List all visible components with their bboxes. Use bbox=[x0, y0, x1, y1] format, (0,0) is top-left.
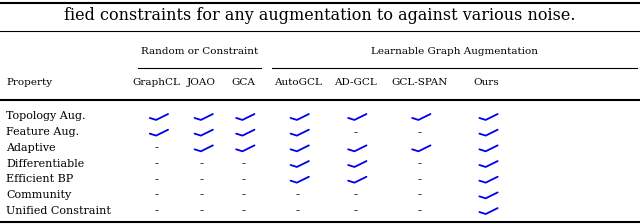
Text: -: - bbox=[417, 204, 421, 217]
Text: Topology Aug.: Topology Aug. bbox=[6, 112, 86, 121]
Text: -: - bbox=[155, 204, 159, 217]
Text: Random or Constraint: Random or Constraint bbox=[141, 47, 258, 56]
Text: JOAO: JOAO bbox=[187, 78, 216, 87]
Text: -: - bbox=[155, 173, 159, 186]
Text: Property: Property bbox=[6, 78, 52, 87]
Text: -: - bbox=[200, 204, 204, 217]
Text: Ours: Ours bbox=[474, 78, 499, 87]
Text: AD-GCL: AD-GCL bbox=[334, 78, 376, 87]
Text: Differentiable: Differentiable bbox=[6, 159, 84, 168]
Text: -: - bbox=[417, 173, 421, 186]
Text: -: - bbox=[417, 188, 421, 201]
Text: -: - bbox=[296, 204, 300, 217]
Text: Efficient BP: Efficient BP bbox=[6, 174, 74, 184]
Text: Unified Constraint: Unified Constraint bbox=[6, 206, 111, 215]
Text: Adaptive: Adaptive bbox=[6, 143, 56, 153]
Text: -: - bbox=[200, 188, 204, 201]
Text: Learnable Graph Augmentation: Learnable Graph Augmentation bbox=[371, 47, 538, 56]
Text: -: - bbox=[353, 188, 357, 201]
Text: Feature Aug.: Feature Aug. bbox=[6, 127, 79, 137]
Text: GCL-SPAN: GCL-SPAN bbox=[391, 78, 447, 87]
Text: GCA: GCA bbox=[231, 78, 255, 87]
Text: -: - bbox=[241, 157, 245, 170]
Text: -: - bbox=[241, 204, 245, 217]
Text: GraphCL: GraphCL bbox=[133, 78, 180, 87]
Text: -: - bbox=[353, 204, 357, 217]
Text: -: - bbox=[417, 126, 421, 139]
Text: Community: Community bbox=[6, 190, 72, 200]
Text: -: - bbox=[200, 173, 204, 186]
Text: -: - bbox=[155, 188, 159, 201]
Text: -: - bbox=[353, 126, 357, 139]
Text: -: - bbox=[296, 188, 300, 201]
Text: fied constraints for any augmentation to against various noise.: fied constraints for any augmentation to… bbox=[64, 7, 576, 24]
Text: -: - bbox=[200, 157, 204, 170]
Text: -: - bbox=[155, 157, 159, 170]
Text: -: - bbox=[241, 188, 245, 201]
Text: -: - bbox=[241, 173, 245, 186]
Text: -: - bbox=[155, 141, 159, 154]
Text: -: - bbox=[417, 157, 421, 170]
Text: AutoGCL: AutoGCL bbox=[274, 78, 321, 87]
